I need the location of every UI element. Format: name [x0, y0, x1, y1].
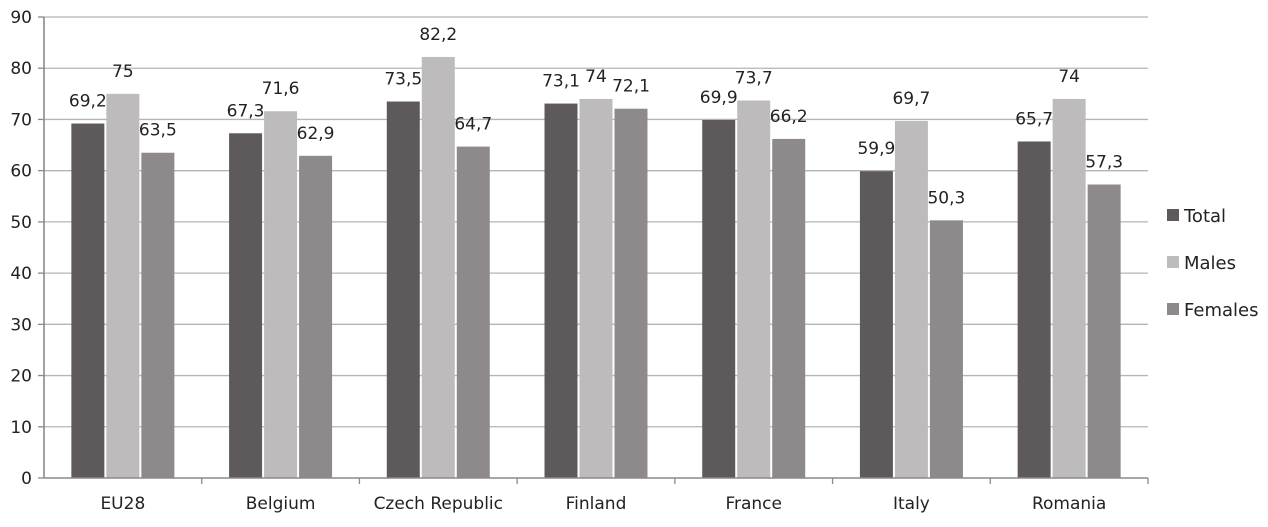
x-category-label: Romania: [1032, 494, 1106, 514]
bar-males-4: [737, 100, 771, 479]
bar-females-0: [141, 152, 175, 478]
y-tick-label: 70: [10, 110, 32, 130]
bar-total-5: [859, 171, 893, 478]
data-label-males: 74: [585, 67, 607, 87]
data-label-total: 73,1: [542, 72, 580, 92]
y-tick-label: 90: [10, 8, 32, 28]
axes: 0 10 20 30 40 50 60 70 80 90 EU28 Belgium Czech Repu…: [10, 8, 1149, 514]
bar-males-2: [421, 56, 455, 478]
bar-total-1: [229, 133, 263, 478]
data-label-total: 59,9: [857, 139, 895, 159]
legend-label-females: Females: [1184, 300, 1258, 321]
x-category-label: France: [725, 494, 782, 514]
data-label-total: 69,9: [700, 88, 738, 108]
bar-females-1: [299, 155, 333, 478]
y-tick-label: 0: [21, 469, 32, 489]
data-label-total: 69,2: [69, 92, 107, 112]
bar-males-5: [894, 120, 928, 478]
data-label-males: 74: [1058, 67, 1080, 87]
y-tick-label: 60: [10, 162, 32, 182]
data-label-females: 64,7: [454, 115, 492, 135]
x-category-label: EU28: [100, 494, 145, 514]
bar-females-6: [1087, 184, 1121, 478]
x-category-label: Italy: [893, 494, 930, 514]
legend-label-total: Total: [1183, 206, 1226, 227]
x-category-label: Czech Republic: [374, 494, 503, 514]
data-label-females: 63,5: [139, 121, 177, 141]
data-label-females: 66,2: [770, 107, 808, 127]
data-label-females: 62,9: [297, 124, 335, 144]
bar-females-2: [456, 146, 490, 478]
data-label-males: 69,7: [892, 89, 930, 109]
y-tick-label: 30: [10, 315, 32, 335]
data-label-males: 82,2: [419, 25, 457, 45]
data-label-females: 50,3: [927, 188, 965, 208]
y-tick-label: 50: [10, 213, 32, 233]
data-label-females: 72,1: [612, 77, 650, 97]
bar-females-3: [614, 108, 648, 478]
bar-males-6: [1052, 98, 1086, 478]
y-tick-label: 10: [10, 418, 32, 438]
bar-total-6: [1017, 141, 1051, 478]
bar-total-3: [544, 103, 578, 478]
data-label-total: 73,5: [384, 70, 422, 90]
bar-females-4: [772, 138, 806, 479]
data-label-males: 75: [112, 62, 134, 82]
data-label-females: 57,3: [1085, 152, 1123, 172]
legend-label-males: Males: [1184, 253, 1236, 274]
data-label-males: 71,6: [262, 79, 300, 99]
y-tick-label: 40: [10, 264, 32, 284]
bars: [71, 56, 1121, 479]
legend: Total Males Females: [1167, 206, 1258, 321]
legend-swatch-females: [1167, 303, 1179, 315]
bar-males-3: [579, 98, 613, 478]
data-label-total: 65,7: [1015, 109, 1053, 129]
bar-total-0: [71, 123, 105, 478]
legend-swatch-males: [1167, 256, 1179, 268]
x-category-label: Belgium: [246, 494, 316, 514]
legend-swatch-total: [1167, 209, 1179, 221]
y-tick-label: 20: [10, 367, 32, 387]
bar-females-5: [929, 220, 963, 478]
bar-total-2: [386, 101, 420, 479]
bar-males-1: [264, 111, 298, 478]
data-label-males: 73,7: [735, 68, 773, 88]
y-tick-label: 80: [10, 59, 32, 79]
bar-males-0: [106, 93, 140, 478]
data-label-total: 67,3: [227, 101, 265, 121]
bar-total-4: [702, 119, 736, 478]
x-category-label: Finland: [566, 494, 627, 514]
